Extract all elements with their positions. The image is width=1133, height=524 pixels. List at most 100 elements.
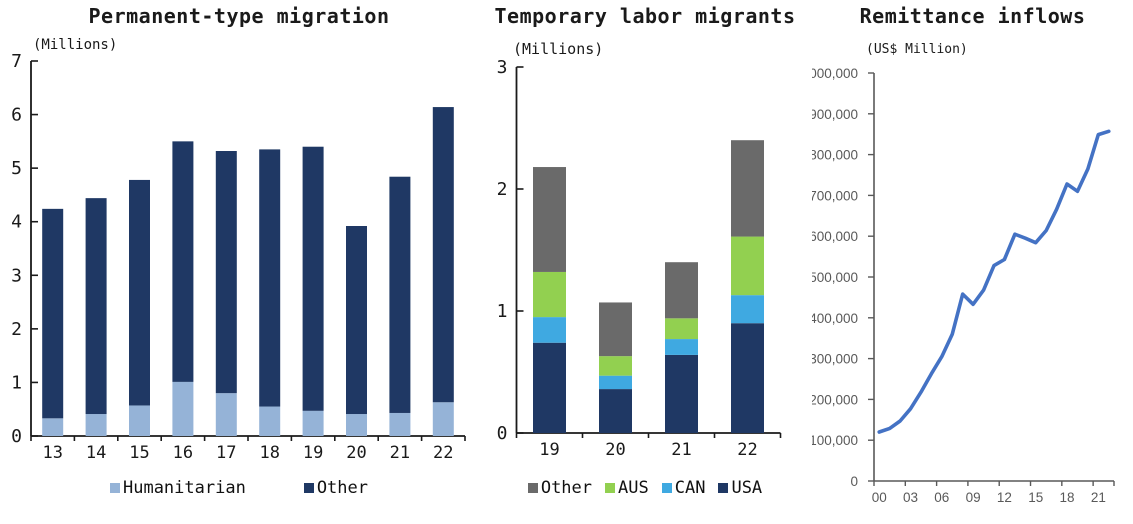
chart-remittance-inflows: Remittance inflows (US$ Million) 0 100,00… [812, 0, 1133, 524]
y-axis-tick-label: 5 [11, 158, 22, 179]
bar-segment-humanitarian [389, 412, 411, 436]
y-axis-tick-label: 500,000 [812, 270, 858, 285]
bar-segment-humanitarian [302, 410, 324, 436]
y-axis-tick-label: 4 [11, 212, 22, 233]
x-axis-tick-label: 18 [1060, 490, 1075, 505]
x-axis-category-label: 13 [42, 443, 62, 463]
bar-segment-usa [731, 323, 764, 433]
legend-item-other: Other [303, 478, 368, 498]
bar-segment-aus [731, 236, 764, 296]
y-axis-tick-label: 900,000 [812, 107, 858, 122]
chart-temporary-labor-migrants: Temporary labor migrants (Millions) 0 1 2 3… [478, 0, 812, 524]
bar-segment-humanitarian [85, 414, 107, 436]
bar-segment-humanitarian [172, 381, 194, 436]
y-axis-tick-label: 1 [497, 301, 508, 322]
bar-segment-humanitarian [259, 406, 281, 436]
bar-segment-other [302, 146, 324, 411]
bar-segment-can [731, 295, 764, 324]
bar-segment-other [665, 262, 698, 319]
legend-swatch-usa [718, 483, 729, 493]
bar-segment-usa [533, 342, 566, 433]
legend-item-other: Other [527, 478, 593, 498]
legend-swatch-can [661, 483, 672, 493]
y-axis-tick-label: 3 [11, 265, 22, 286]
bar-segment-other [85, 198, 107, 415]
remittance-inflows-plot-area: 0 100,000 200,000 300,000 400,000 500,000 600,… [812, 66, 1115, 505]
legend-item-aus: AUS [605, 478, 649, 498]
remittance-data-line [877, 129, 1111, 434]
bar-segment-aus [665, 318, 698, 340]
bar-segment-other [129, 179, 150, 406]
x-axis-category-label: 16 [173, 443, 193, 463]
x-axis-tick-label: 00 [872, 490, 887, 505]
bar-segment-other [389, 176, 411, 413]
legend-label-usa: USA [731, 478, 763, 498]
y-axis-tick-label: 800,000 [812, 148, 858, 163]
temporary-migrants-plot-area: 0 1 2 3 19 20 21 22 [497, 57, 782, 460]
y-axis-tick-label: 7 [11, 51, 22, 72]
bar-segment-can [533, 317, 566, 343]
x-axis-category-label: 19 [539, 440, 559, 460]
legend-label-other: Other [316, 478, 368, 498]
y-axis-tick-label: 0 [850, 474, 858, 489]
y-axis-tick-label: 6 [11, 105, 22, 126]
bar-segment-other [215, 151, 237, 394]
bar-segment-humanitarian [129, 405, 150, 436]
x-axis-category-label: 17 [216, 443, 236, 463]
x-axis-category-label: 21 [390, 443, 410, 463]
x-axis-category-label: 22 [433, 443, 453, 463]
y-axis-tick-label: 1,000,000 [812, 66, 858, 81]
legend-permanent-migration: Humanitarian Other [0, 478, 478, 498]
bar-segment-other [533, 167, 566, 272]
legend-item-can: CAN [661, 478, 706, 498]
bar-segment-humanitarian [346, 414, 367, 436]
legend-swatch-other [303, 483, 314, 493]
chart-title-permanent-migration: Permanent-type migration [88, 4, 390, 28]
bar-segment-can [599, 375, 632, 390]
y-axis-tick-label: 2 [497, 179, 508, 200]
x-axis-tick-label: 06 [934, 490, 949, 505]
x-axis-category-label: 15 [129, 443, 149, 463]
bar-segment-humanitarian [42, 418, 64, 436]
legend-label-can: CAN [674, 478, 706, 498]
x-axis-category-label: 20 [346, 443, 366, 463]
x-axis-category-label: 20 [605, 440, 625, 460]
bar-segment-other [599, 302, 632, 357]
bar-segment-aus [599, 356, 632, 376]
y-axis-unit-label-usd-million: (US$ Million) [866, 42, 968, 57]
y-axis-tick-label: 2 [11, 319, 22, 340]
x-axis-category-label: 18 [259, 443, 279, 463]
y-axis-tick-label: 600,000 [812, 229, 858, 244]
legend-swatch-humanitarian [109, 483, 120, 493]
bar-segment-other [42, 208, 64, 419]
bar-segment-aus [533, 271, 566, 318]
chart-permanent-type-migration: Permanent-type migration (Millions) 0 1 2 3… [0, 0, 478, 524]
x-axis-category-label: 21 [671, 440, 691, 460]
y-axis-unit-label-millions: (Millions) [33, 37, 118, 53]
y-axis-tick-label: 3 [497, 57, 508, 78]
chart-title-temporary-migrants: Temporary labor migrants [494, 4, 796, 28]
bar-segment-humanitarian [432, 402, 454, 436]
x-axis-tick-label: 15 [1028, 490, 1043, 505]
x-axis-category-label: 19 [303, 443, 323, 463]
legend-swatch-other [527, 483, 538, 493]
permanent-migration-plot-area: 0 1 2 3 4 5 6 7 13 14 15 16 17 18 19 20 21 22 [11, 51, 466, 463]
y-axis-tick-label: 100,000 [812, 433, 858, 448]
x-axis-category-label: 22 [737, 440, 757, 460]
legend-swatch-aus [605, 483, 616, 493]
legend-item-usa: USA [718, 478, 762, 498]
bar-segment-usa [665, 354, 698, 433]
bar-segment-other [259, 149, 281, 407]
y-axis-tick-label: 300,000 [812, 352, 858, 367]
x-axis-category-label: 14 [86, 443, 106, 463]
x-axis-tick-label: 03 [903, 490, 918, 505]
legend-label-other: Other [540, 478, 593, 498]
y-axis-tick-label: 0 [497, 423, 508, 444]
y-axis-unit-label-millions-2: (Millions) [513, 40, 604, 58]
y-axis-tick-label: 400,000 [812, 311, 858, 326]
legend-label-aus: AUS [618, 478, 649, 498]
legend-label-humanitarian: Humanitarian [122, 478, 246, 498]
bar-segment-other [731, 140, 764, 237]
legend-temporary-migrants: Other AUS CAN USA [478, 478, 812, 498]
